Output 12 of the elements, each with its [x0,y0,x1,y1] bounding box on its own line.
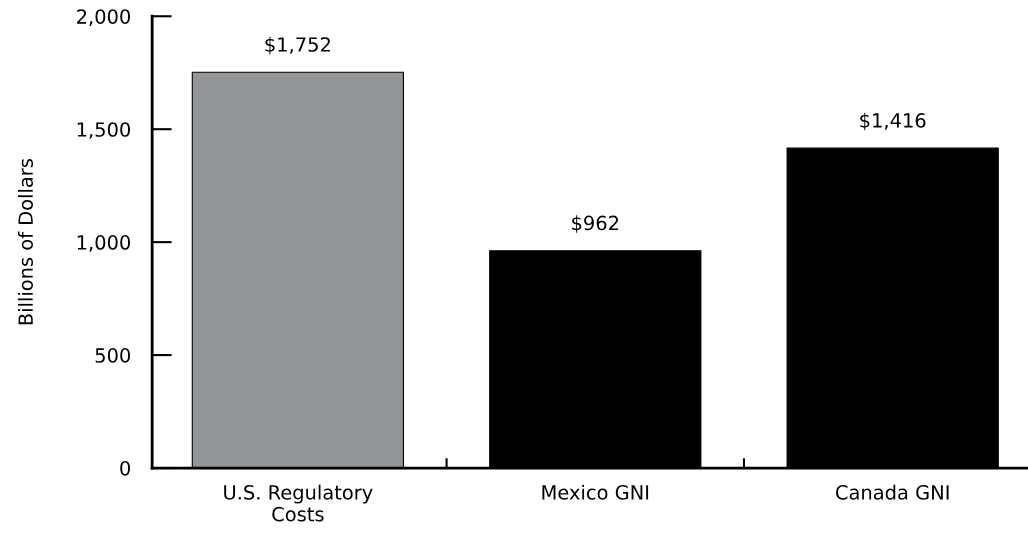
y-tick-label: 0 [120,460,131,476]
y-tick-label: 500 [95,348,131,363]
y-axis-title: Billions of Dollars [17,159,33,325]
x-tick-label: Mexico GNI [542,484,649,500]
y-tick-label: 1,000 [77,235,131,252]
data-label: $1,752 [265,36,330,55]
data-label: $962 [572,215,619,233]
x-tick-label: Canada GNI [836,484,949,500]
data-label: $1,416 [860,112,926,131]
y-tick-label: 1,500 [77,122,131,139]
x-tick-label: U.S. Regulatory Costs [224,484,373,522]
y-tick-label: 2,000 [77,9,131,26]
